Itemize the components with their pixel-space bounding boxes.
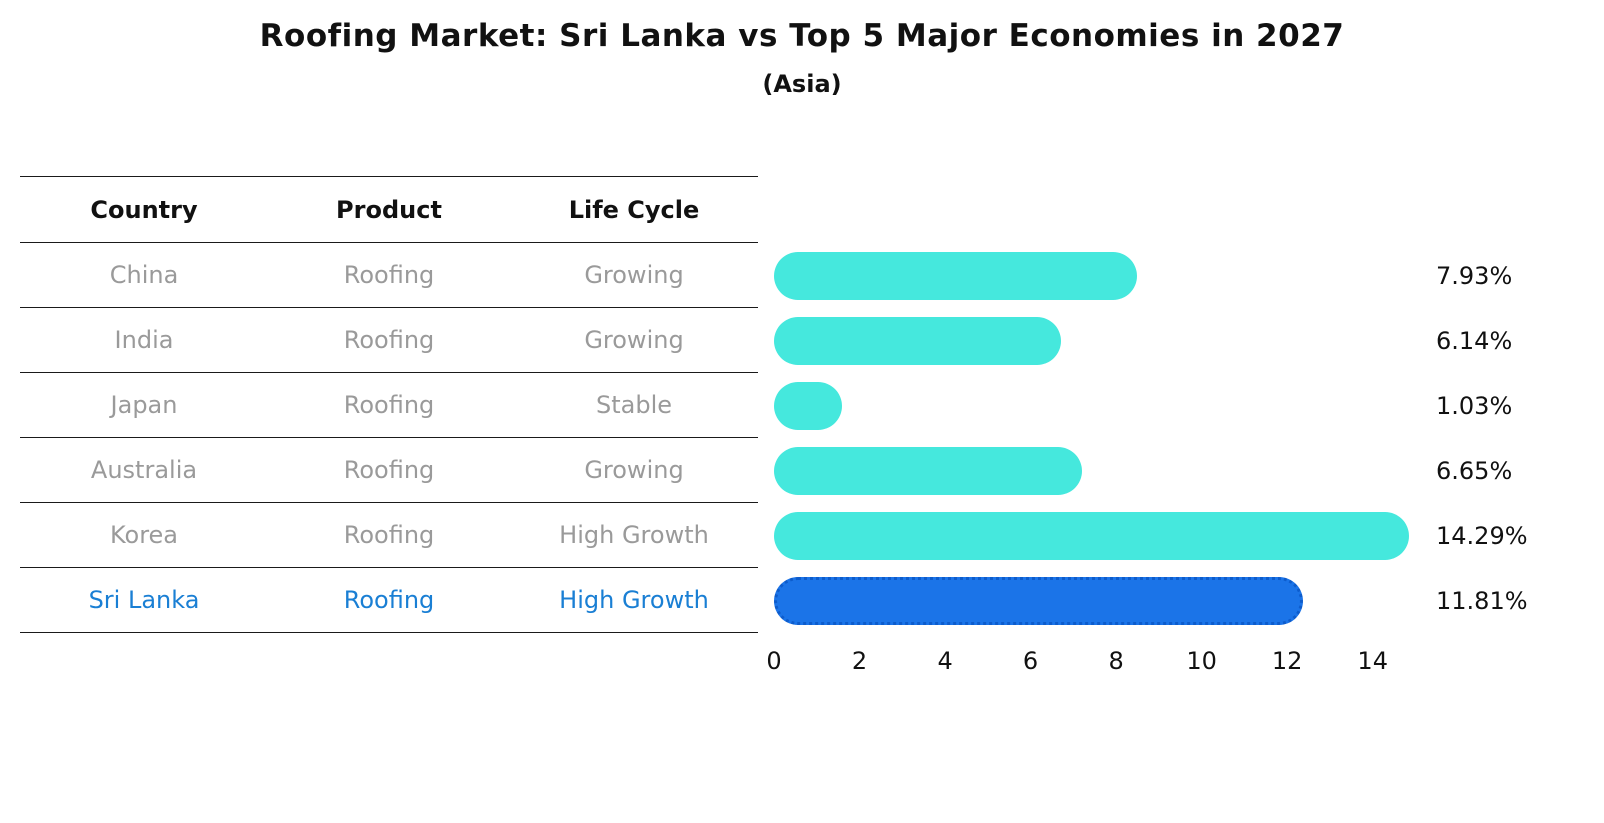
table-row: Japan Roofing Stable 1.03% — [20, 373, 1574, 438]
cell-life-cycle: Growing — [584, 326, 684, 354]
bar-track — [774, 568, 1424, 633]
cell-life-cycle: Growing — [584, 456, 684, 484]
header-track-spacer — [774, 176, 1424, 243]
bar — [774, 446, 1083, 495]
table-row-cells: Australia Roofing Growing — [20, 438, 758, 503]
table-row-cells: Japan Roofing Stable — [20, 373, 758, 438]
bar-value-label: 6.14% — [1436, 326, 1513, 355]
cell-country: China — [109, 261, 179, 289]
x-axis: 0 2 4 6 8 10 12 14 — [766, 633, 1424, 685]
bar-track — [774, 243, 1424, 308]
cell-country: Sri Lanka — [88, 586, 200, 614]
table-row: Australia Roofing Growing 6.65% — [20, 438, 1574, 503]
cell-life-cycle: High Growth — [559, 521, 709, 549]
table-row-cells: Sri Lanka Roofing High Growth — [20, 568, 758, 633]
row-gap — [758, 503, 774, 568]
bar-value-label: 6.65% — [1436, 456, 1513, 485]
cell-life-cycle: High Growth — [559, 586, 709, 614]
x-axis-row: 0 2 4 6 8 10 12 14 — [20, 633, 1574, 685]
cell-product: Roofing — [343, 586, 435, 614]
x-tick-label: 8 — [1108, 647, 1124, 675]
table-chart-gap — [758, 176, 774, 243]
header-value-spacer — [1424, 176, 1574, 243]
header-life-cycle: Life Cycle — [568, 195, 700, 224]
bar — [774, 381, 843, 430]
bar-track — [774, 503, 1424, 568]
table-header-row: Country Product Life Cycle — [20, 176, 1574, 243]
table-row: India Roofing Growing 6.14% — [20, 308, 1574, 373]
cell-country: India — [114, 326, 174, 354]
figure: Country Product Life Cycle China Roofing… — [0, 176, 1604, 685]
bar-track — [774, 373, 1424, 438]
bar — [774, 251, 1138, 300]
bar-value-label: 14.29% — [1436, 521, 1528, 550]
cell-product: Roofing — [343, 521, 435, 549]
x-tick-label: 6 — [1022, 647, 1039, 675]
cell-life-cycle: Growing — [584, 261, 684, 289]
table-row-cells: Korea Roofing High Growth — [20, 503, 758, 568]
cell-life-cycle: Stable — [595, 391, 673, 419]
chart-rows: China Roofing Growing 7.93% India Roofin… — [20, 243, 1574, 633]
table-row-cells: China Roofing Growing — [20, 243, 758, 308]
x-tick-label: 14 — [1357, 647, 1388, 675]
x-tick-label: 0 — [766, 647, 782, 675]
table-header-cells: Country Product Life Cycle — [20, 176, 758, 243]
bar-value-label: 11.81% — [1436, 586, 1528, 615]
cell-product: Roofing — [343, 391, 435, 419]
bar — [774, 511, 1410, 560]
x-tick-label: 4 — [937, 647, 953, 675]
cell-product: Roofing — [343, 326, 435, 354]
bar — [774, 576, 1304, 625]
cell-country: Korea — [109, 521, 179, 549]
chart-title: Roofing Market: Sri Lanka vs Top 5 Major… — [259, 18, 1345, 54]
table-row-cells: India Roofing Growing — [20, 308, 758, 373]
row-gap — [758, 308, 774, 373]
row-gap — [758, 438, 774, 503]
x-tick-label: 12 — [1271, 647, 1303, 675]
cell-country: Australia — [90, 456, 198, 484]
table-row: China Roofing Growing 7.93% — [20, 243, 1574, 308]
bar-track — [774, 308, 1424, 373]
header-product: Product — [336, 195, 442, 224]
cell-product: Roofing — [343, 456, 435, 484]
row-gap — [758, 373, 774, 438]
header-country: Country — [90, 195, 198, 224]
cell-product: Roofing — [343, 261, 435, 289]
table-row: Korea Roofing High Growth 14.29% — [20, 503, 1574, 568]
row-gap — [758, 243, 774, 308]
bar-track — [774, 438, 1424, 503]
bar-value-label: 1.03% — [1436, 391, 1513, 420]
bar-value-label: 7.93% — [1436, 261, 1513, 290]
table-row: Sri Lanka Roofing High Growth 11.81% — [20, 568, 1574, 633]
row-gap — [758, 568, 774, 633]
cell-country: Japan — [110, 391, 178, 419]
chart-subtitle: (Asia) — [762, 70, 842, 98]
x-tick-label: 2 — [851, 647, 868, 675]
x-tick-label: 10 — [1186, 647, 1217, 675]
axis-table-spacer — [20, 633, 758, 685]
axis-value-spacer — [1424, 633, 1574, 685]
bar — [774, 316, 1061, 365]
